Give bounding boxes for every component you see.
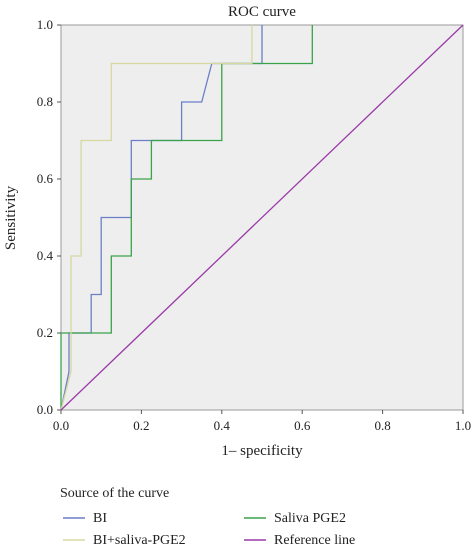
x-tick-label: 0.6 — [294, 418, 311, 433]
x-tick-label: 0.2 — [133, 418, 149, 433]
legend: Source of the curve BI Saliva PGE2 BI+sali… — [60, 486, 355, 548]
y-tick-label: 0.6 — [37, 171, 54, 186]
x-axis-label: 1– specificity — [221, 443, 303, 459]
legend-label-1: Saliva PGE2 — [274, 511, 346, 526]
series-line-2 — [60, 25, 253, 411]
y-tick-label: 1.0 — [37, 17, 53, 32]
x-tick-label: 1.0 — [455, 418, 471, 433]
legend-label-0: BI — [93, 511, 107, 526]
legend-label-3: Reference line — [274, 533, 355, 548]
chart-title: ROC curve — [228, 4, 296, 20]
axes-layer: 0.0 0.2 0.4 0.6 0.8 1.0 0.0 0.2 0.4 0.6 0.8 1.0 — [37, 17, 471, 433]
x-tick-label: 0.8 — [374, 418, 390, 433]
legend-label-2: BI+saliva-PGE2 — [93, 533, 186, 548]
y-tick-label: 0.8 — [37, 94, 53, 109]
y-axis-label: Sensitivity — [3, 185, 19, 250]
y-tick-label: 0.2 — [37, 325, 53, 340]
legend-title: Source of the curve — [60, 486, 169, 501]
series-line-3 — [60, 24, 464, 411]
x-tick-label: 0.0 — [53, 418, 69, 433]
y-tick-label: 0.0 — [37, 402, 53, 417]
x-tick-label: 0.4 — [214, 418, 231, 433]
y-tick-label: 0.4 — [37, 248, 54, 263]
series-layer — [60, 24, 464, 411]
